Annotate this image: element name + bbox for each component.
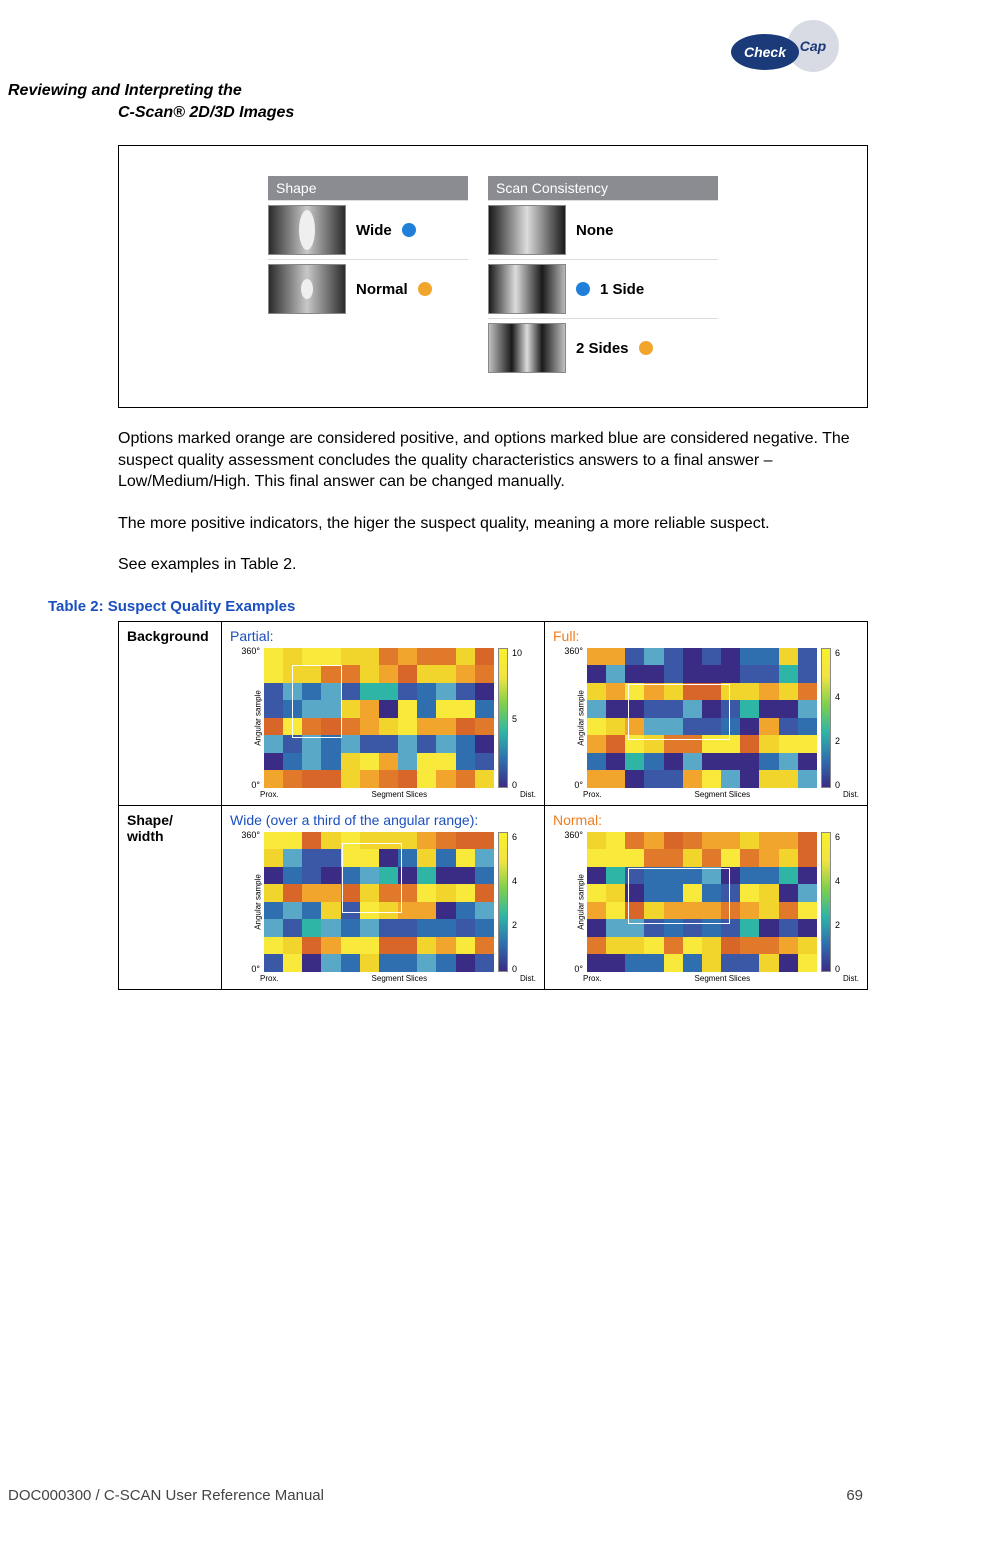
row2-right-label: Normal: (553, 812, 602, 828)
table-row: Background Partial: 360° Angular sample … (119, 621, 868, 805)
shape-panel: Shape Wide Normal (268, 176, 468, 377)
row1-right-label: Full: (553, 628, 579, 644)
scan-label-twosides: 2 Sides (576, 340, 629, 357)
paragraph-2: The more positive indicators, the higer … (118, 513, 868, 535)
options-figure: Shape Wide Normal Scan Consistency None (118, 145, 868, 408)
heatmap-background-full: 360° Angular sample 0°6420Prox.Segment S… (553, 648, 859, 799)
logo-check: Check (731, 34, 799, 70)
heatmap-shape-wide: 360° Angular sample 0°6420Prox.Segment S… (230, 832, 536, 983)
footer-left: DOC000300 / C-SCAN User Reference Manual (8, 1487, 324, 1504)
scan-consistency-panel: Scan Consistency None 1 Side 2 Sides (488, 176, 718, 377)
row1-header: Background (119, 621, 222, 805)
shape-row-normal: Normal (268, 259, 468, 318)
suspect-quality-table: Background Partial: 360° Angular sample … (118, 621, 868, 990)
title-line2: C-Scan® 2D/3D Images (118, 102, 294, 124)
scan-row-twosides: 2 Sides (488, 318, 718, 377)
row1-left-cell: Partial: 360° Angular sample 0°1050Prox.… (222, 621, 545, 805)
shape-label-wide: Wide (356, 222, 392, 239)
indicator-orange-icon (418, 282, 432, 296)
row2-right-cell: Normal: 360° Angular sample 0°6420Prox.S… (545, 805, 868, 989)
scan-label-none: None (576, 222, 614, 239)
paragraph-1: Options marked orange are considered pos… (118, 428, 868, 493)
scan-thumb-oneside (488, 264, 566, 314)
heatmap-background-partial: 360° Angular sample 0°1050Prox.Segment S… (230, 648, 536, 799)
paragraph-3: See examples in Table 2. (118, 554, 868, 576)
document-title: Reviewing and Interpreting the C-Scan® 2… (8, 80, 294, 123)
shape-thumb-wide (268, 205, 346, 255)
shape-panel-header: Shape (268, 176, 468, 200)
brand-logo: Cap Check (731, 20, 841, 80)
scan-panel-header: Scan Consistency (488, 176, 718, 200)
scan-thumb-twosides (488, 323, 566, 373)
page-footer: DOC000300 / C-SCAN User Reference Manual… (8, 1487, 863, 1504)
indicator-blue-icon (576, 282, 590, 296)
shape-thumb-normal (268, 264, 346, 314)
scan-row-none: None (488, 200, 718, 259)
footer-page-number: 69 (846, 1487, 863, 1504)
indicator-orange-icon (639, 341, 653, 355)
title-line1: Reviewing and Interpreting the (8, 80, 294, 102)
row2-left-label: Wide (over a third of the angular range)… (230, 812, 478, 828)
indicator-blue-icon (402, 223, 416, 237)
table-row: Shape/ width Wide (over a third of the a… (119, 805, 868, 989)
shape-label-normal: Normal (356, 281, 408, 298)
shape-row-wide: Wide (268, 200, 468, 259)
scan-thumb-none (488, 205, 566, 255)
scan-label-oneside: 1 Side (600, 281, 644, 298)
row2-header: Shape/ width (119, 805, 222, 989)
table-2-caption: Table 2: Suspect Quality Examples (48, 598, 868, 615)
row2-left-cell: Wide (over a third of the angular range)… (222, 805, 545, 989)
heatmap-shape-normal: 360° Angular sample 0°6420Prox.Segment S… (553, 832, 859, 983)
row1-right-cell: Full: 360° Angular sample 0°6420Prox.Seg… (545, 621, 868, 805)
scan-row-oneside: 1 Side (488, 259, 718, 318)
row1-left-label: Partial: (230, 628, 274, 644)
